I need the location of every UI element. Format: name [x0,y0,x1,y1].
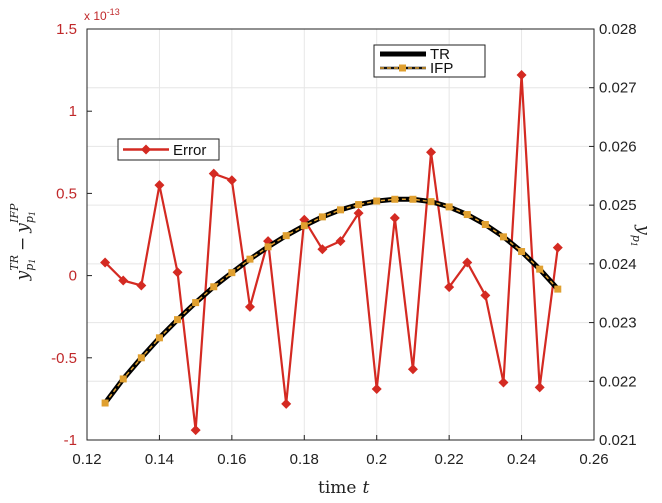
left-tick-label: 1.5 [56,21,77,38]
x-tick-label: 0.26 [579,451,608,468]
ifp-point [119,375,127,383]
ifp-point [137,354,145,362]
right-tick-label: 0.021 [599,432,637,449]
left-axis-exponent: x 10-13 [84,7,120,23]
ifp-point [174,316,182,324]
legend-error: Error [117,138,220,161]
ifp-point [337,206,344,214]
error-point [534,382,545,393]
right-tick-label: 0.022 [599,373,637,390]
series-error-line [104,73,559,432]
ifp-point [536,265,544,273]
right-tick-label: 0.028 [599,21,637,38]
error-point [100,257,111,268]
error-point [462,257,473,268]
ifp-point [481,221,489,229]
ifp-point [373,197,381,205]
error-point [426,147,437,158]
ifp-point [391,195,399,203]
x-tick-label: 0.14 [145,451,174,468]
ifp-point [264,243,272,251]
right-tick-label: 0.025 [599,197,637,214]
ifp-point [192,299,200,307]
legend-error-label: Error [173,142,206,159]
error-point [389,213,400,224]
x-axis-label: time t [318,478,369,498]
error-point [244,301,255,312]
error-point [317,244,328,255]
series-layer [100,70,563,436]
ifp-point [445,203,453,211]
left-tick-label: 1 [69,103,77,120]
ticks: 0.12 0.14 0.16 0.18 0.2 0.22 0.24 0.26 1.5 1 0.5 0 -… [51,21,636,468]
ifp-point [554,285,562,293]
ifp-point [318,213,326,221]
ifp-point [463,211,471,219]
legend-tr-label: TR [430,46,450,63]
error-point [480,290,491,301]
ifp-point [499,233,507,241]
left-tick-label: 0.5 [56,185,77,202]
error-point [498,377,509,388]
x-tick-label: 0.16 [217,451,246,468]
right-tick-label: 0.023 [599,315,637,332]
left-tick-label: 0 [69,268,77,285]
left-tick-label: -0.5 [51,350,77,367]
right-tick-label: 0.027 [599,80,637,97]
ifp-point [228,269,236,277]
error-point [516,70,527,81]
ifp-point [155,334,163,342]
error-point [154,180,165,191]
x-tick-label: 0.22 [435,451,464,468]
left-axis-label: yp1TR−yp1IFP [8,203,37,281]
ifp-point [282,232,290,240]
ifp-point [355,201,363,209]
ifp-point [101,399,109,407]
error-point [226,175,237,186]
ifp-point [210,283,218,291]
legend-ifp-label: IFP [430,60,453,77]
error-point [208,168,219,179]
error-point [552,242,563,253]
ifp-point [518,248,526,256]
error-point [190,425,201,436]
legend-ifp-swatch [399,64,406,72]
right-tick-label: 0.026 [599,138,637,155]
error-point [371,384,382,395]
ifp-point [427,198,435,206]
error-point [172,267,183,278]
ifp-point [246,255,254,263]
right-tick-label: 0.024 [599,256,637,273]
svg-text:yp1TR−yp1IFP: yp1TR−yp1IFP [8,203,37,281]
x-tick-label: 0.24 [507,451,536,468]
error-point [353,208,364,219]
legend-trifp: TR IFP [373,44,486,78]
left-tick-label: -1 [64,432,77,449]
plot-frame [86,28,595,441]
x-tick-label: 0.18 [290,451,319,468]
error-point [136,280,147,291]
x-tick-label: 0.2 [366,451,387,468]
x-tick-label: 0.12 [72,451,101,468]
ifp-point [409,195,417,203]
error-point [335,236,346,247]
error-point [118,275,129,286]
error-point [281,398,292,409]
error-point [407,364,418,375]
error-point [444,282,455,293]
ifp-point [300,222,308,230]
